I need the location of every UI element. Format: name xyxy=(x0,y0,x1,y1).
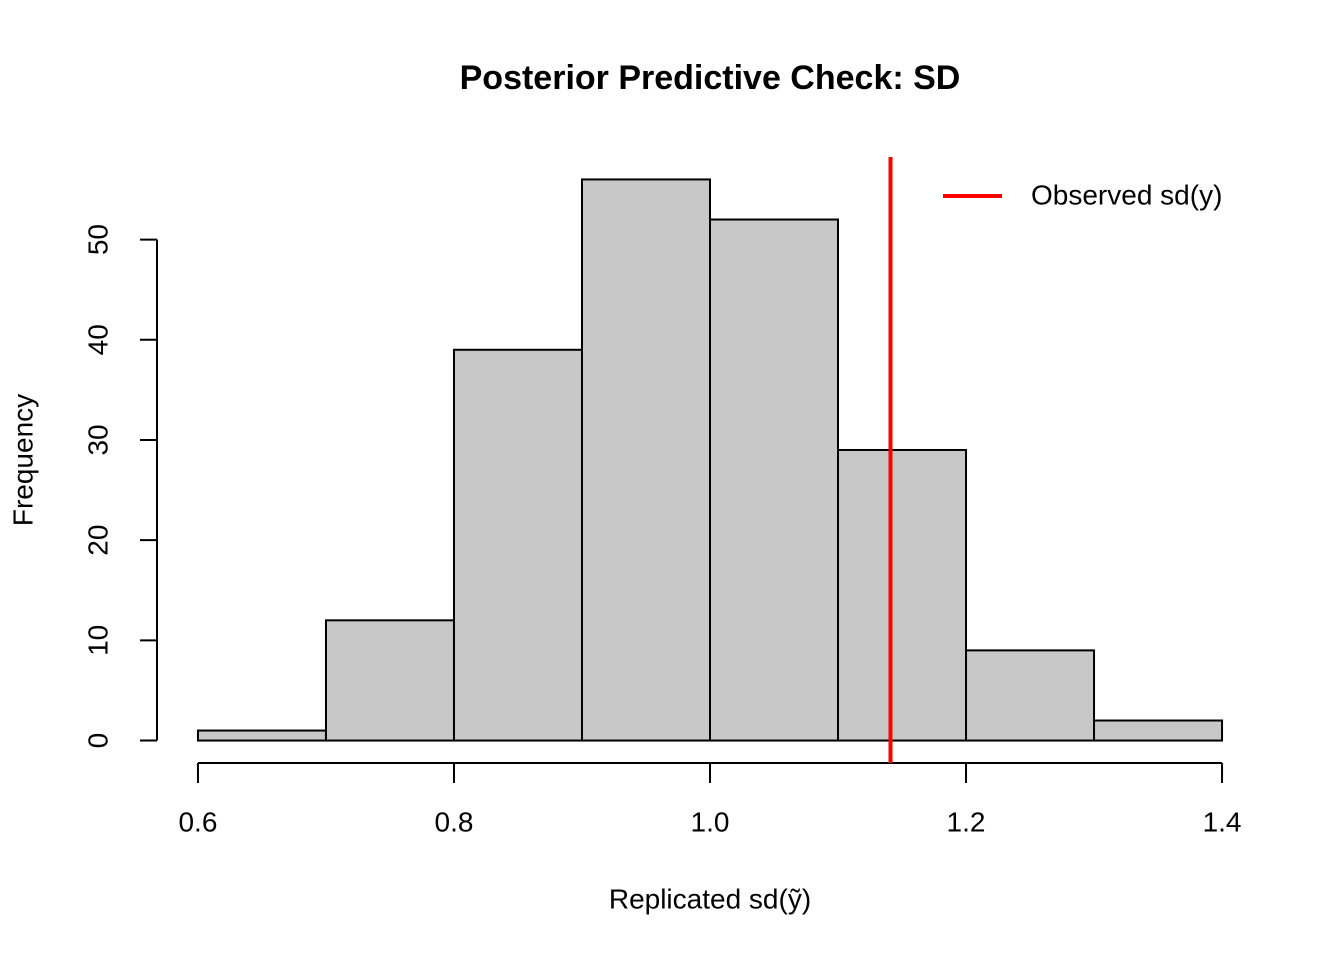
chart-title: Posterior Predictive Check: SD xyxy=(460,59,961,97)
bar xyxy=(709,218,840,742)
y-tick-label: 40 xyxy=(82,324,113,355)
y-tick-label: 20 xyxy=(82,525,113,556)
y-tick-label: 0 xyxy=(82,733,113,749)
y-axis-label: Frequency xyxy=(7,394,38,526)
bar xyxy=(324,619,455,742)
x-tick-label: 1.2 xyxy=(947,806,986,837)
bar xyxy=(965,649,1096,742)
bar xyxy=(452,348,583,742)
y-tick-label: 10 xyxy=(82,625,113,656)
bar xyxy=(580,178,711,742)
y-tick-label: 30 xyxy=(82,424,113,455)
x-tick-label: 1.0 xyxy=(691,806,730,837)
x-tick-label: 1.4 xyxy=(1203,806,1242,837)
bar xyxy=(196,729,327,742)
x-axis-label: Replicated sd(ỹ) xyxy=(609,883,811,914)
x-tick-label: 0.8 xyxy=(435,806,474,837)
bar xyxy=(837,448,968,742)
x-tick-label: 0.6 xyxy=(178,806,217,837)
y-tick-label: 50 xyxy=(82,224,113,255)
bar xyxy=(1093,719,1224,742)
legend-label: Observed sd(y) xyxy=(1031,179,1222,210)
